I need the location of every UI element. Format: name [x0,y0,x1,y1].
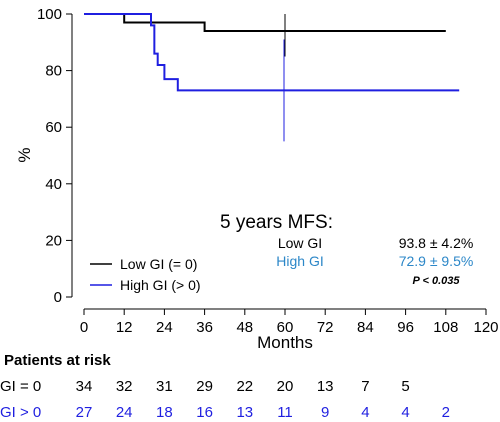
risk-count: 29 [196,378,213,395]
risk-count: 7 [361,378,370,395]
risk-count: 18 [156,404,173,421]
risk-count: 31 [156,378,173,395]
legend-label: High GI (> 0) [120,277,201,293]
annotation-title: 5 years MFS: [220,212,333,233]
series-line-high-gi [84,13,460,92]
risk-count: 22 [236,378,254,395]
risk-count: 11 [277,404,293,421]
risk-table-title: Patients at risk [4,352,111,369]
y-tick-label: 40 [45,176,62,193]
x-tick-label: 108 [433,319,458,336]
risk-count: 5 [401,378,410,395]
annotation-value: 72.9 ± 9.5% [399,253,474,269]
y-tick-label: 0 [54,289,62,306]
x-tick-label: 0 [80,319,88,336]
x-tick-label: 96 [397,319,414,336]
annotation-label: High GI [276,253,323,269]
p-value: P < 0.035 [413,275,461,287]
x-tick-label: 60 [277,319,294,336]
risk-row-label: GI > 0 [0,404,42,421]
risk-count: 13 [316,378,334,395]
y-axis-title: % [15,147,34,162]
annotation-label: Low GI [278,235,322,251]
risk-count: 4 [401,404,410,421]
y-tick-label: 100 [37,6,62,23]
risk-row-label: GI = 0 [0,378,42,395]
risk-count: 34 [75,378,93,395]
x-tick-label: 12 [116,319,133,336]
risk-count: 20 [276,378,294,395]
annotation-value: 93.8 ± 4.2% [399,235,474,251]
y-tick-label: 20 [45,232,62,249]
x-tick-label: 84 [357,319,374,336]
x-tick-label: 72 [317,319,334,336]
x-axis-title: Months [257,333,313,350]
x-tick-label: 24 [156,319,173,336]
x-tick-label: 120 [473,319,498,336]
y-tick-label: 60 [45,119,62,136]
legend-label: Low GI (= 0) [120,256,197,272]
x-tick-label: 48 [236,319,253,336]
risk-count: 2 [441,404,450,421]
y-tick-label: 80 [45,63,62,80]
km-chart: 0 20 40 60 80 100 0 12 24 36 48 60 72 84 96 108 120 Month… [15,6,499,350]
risk-count: 4 [361,404,370,421]
risk-count: 16 [196,404,213,421]
risk-count: 27 [75,404,93,421]
risk-count: 32 [115,378,133,395]
risk-count: 9 [321,404,330,421]
x-tick-label: 36 [196,319,213,336]
risk-count: 13 [236,404,254,421]
series-line-low-gi [84,13,446,32]
risk-count: 24 [115,404,133,421]
